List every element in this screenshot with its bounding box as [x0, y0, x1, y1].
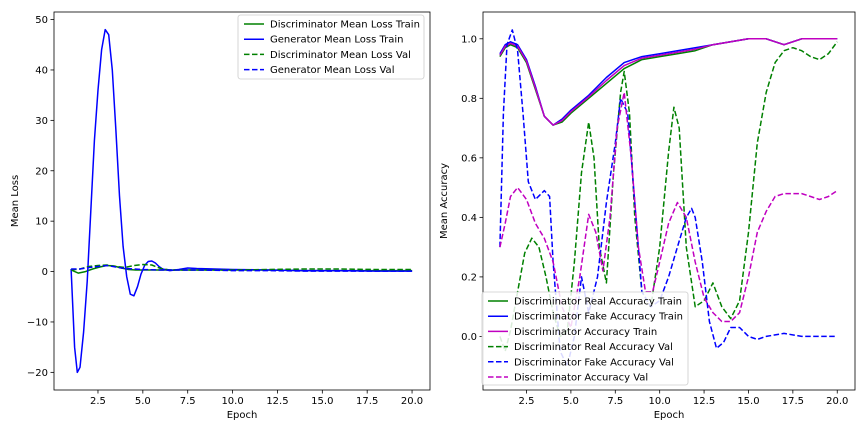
y-tick-label: 50 — [35, 15, 48, 26]
x-tick-label: 7.5 — [607, 396, 623, 407]
series-line-2 — [499, 38, 838, 126]
series-lines — [70, 28, 413, 374]
legend-label-2: Discriminator Accuracy Train — [514, 327, 657, 338]
y-tick-label: 10 — [35, 217, 48, 228]
y-tick-label: 0.4 — [461, 213, 477, 224]
x-tick-label: 5.0 — [563, 396, 579, 407]
x-tick-label: 15.0 — [311, 396, 333, 407]
legend-label-5: Discriminator Accuracy Val — [514, 373, 648, 384]
legend: Discriminator Mean Loss Train Generator M… — [237, 14, 425, 80]
y-tick-label: −10 — [27, 317, 48, 328]
x-tick-label: 20.0 — [401, 396, 423, 407]
y-tick-label: 0.0 — [461, 332, 477, 343]
series-line-3 — [71, 264, 413, 272]
x-tick-label: 12.5 — [693, 396, 715, 407]
legend-label-1: Discriminator Fake Accuracy Train — [514, 312, 683, 323]
legend-label-1: Generator Mean Loss Train — [270, 35, 404, 46]
y-tick-label: 40 — [35, 65, 48, 76]
series-line-2 — [71, 263, 413, 271]
x-tick-label: 2.5 — [519, 396, 535, 407]
series-line-1 — [70, 28, 413, 374]
legend-label-3: Discriminator Real Accuracy Val — [514, 342, 673, 353]
x-tick-label: 7.5 — [180, 396, 196, 407]
x-tick-label: 2.5 — [90, 396, 106, 407]
y-tick-label: 0.6 — [461, 153, 477, 164]
y-tick-label: −20 — [27, 368, 48, 379]
y-axis-label: Mean Loss — [10, 175, 21, 227]
x-tick-label: 15.0 — [737, 396, 759, 407]
x-tick-label: 17.5 — [356, 396, 378, 407]
legend-label-2: Discriminator Mean Loss Val — [270, 50, 411, 61]
legend-label-4: Discriminator Fake Accuracy Val — [514, 357, 674, 368]
x-axis-label: Epoch — [654, 410, 685, 421]
y-tick-label: 0.2 — [461, 272, 477, 283]
x-tick-label: 12.5 — [266, 396, 288, 407]
x-tick-label: 5.0 — [135, 396, 151, 407]
x-tick-label: 10.0 — [649, 396, 671, 407]
y-tick-label: 0 — [42, 267, 48, 278]
accuracy-chart: 2.5 5.0 7.5 10.0 12.5 15.0 17.5 20.0 0.0 0.2 0.4 0.… — [439, 11, 856, 421]
x-tick-label: 20.0 — [826, 396, 848, 407]
legend-box — [481, 291, 689, 386]
legend-label-0: Discriminator Real Accuracy Train — [514, 297, 682, 308]
x-axis-label: Epoch — [227, 410, 258, 421]
axes-frame — [482, 11, 856, 391]
loss-chart: 2.5 5.0 7.5 10.0 12.5 15.0 17.5 20.0 −20 −10 0 10 20… — [10, 11, 431, 421]
y-tick-label: 20 — [35, 166, 48, 177]
y-axis-label: Mean Accuracy — [439, 163, 450, 239]
x-tick-label: 10.0 — [221, 396, 243, 407]
legend-label-3: Generator Mean Loss Val — [270, 65, 394, 76]
legend: Discriminator Real Accuracy Train Discrim… — [481, 291, 689, 386]
y-tick-label: 30 — [35, 116, 48, 127]
legend-box — [237, 14, 425, 80]
y-tick-label: 0.8 — [461, 94, 477, 105]
axes-frame — [53, 11, 431, 391]
x-tick-label: 17.5 — [782, 396, 804, 407]
y-tick-label: 1.0 — [461, 34, 477, 45]
legend-label-0: Discriminator Mean Loss Train — [270, 20, 420, 31]
series-line-4 — [499, 29, 838, 367]
